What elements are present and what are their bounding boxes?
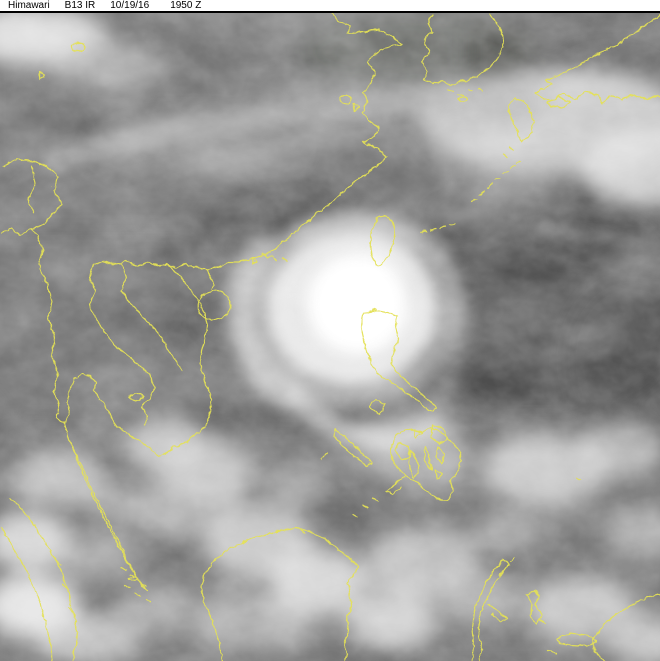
header-bar: Himawari B13 IR 10/19/16 1950 Z <box>0 0 660 13</box>
coastline-japan-honshu <box>533 13 660 103</box>
island-halmahera <box>525 588 546 624</box>
korea-south-islands <box>446 86 482 101</box>
island-luzon <box>359 308 437 411</box>
pearl-river-delta <box>250 251 287 264</box>
time-label: 1950 Z <box>170 0 202 11</box>
ryukyu-islands <box>418 159 521 232</box>
coastline-vietnam <box>62 262 211 457</box>
island-sulawesi <box>470 556 515 661</box>
malay-peninsula <box>62 421 148 591</box>
leizhou-peninsula <box>206 268 215 289</box>
island-hainan <box>196 289 231 320</box>
laos-thailand-border <box>119 261 183 371</box>
coastline-china <box>157 12 402 270</box>
coastline-sumatra <box>0 496 77 661</box>
singapore-riau-islands <box>119 565 151 601</box>
coastline-new-guinea <box>547 592 660 661</box>
tonle-sap-lake <box>127 392 143 401</box>
visayas-islands <box>393 423 447 479</box>
sulu-islands <box>351 496 378 517</box>
palau-island <box>574 476 581 480</box>
band-label: B13 IR <box>64 0 96 11</box>
coastline-korea <box>420 12 504 86</box>
laos-vietnam-border <box>87 259 159 425</box>
coastline-overlay <box>0 12 660 661</box>
island-shikoku <box>545 96 570 108</box>
island-palawan <box>319 427 372 466</box>
island-taiwan <box>368 214 394 265</box>
island-mindoro <box>369 397 385 415</box>
date-label: 10/19/16 <box>110 0 150 11</box>
india-myanmar-border <box>1 157 61 229</box>
satellite-name-label: Himawari <box>8 0 50 11</box>
coastline-borneo <box>199 526 359 661</box>
island-mindanao <box>384 426 463 501</box>
island-kyushu <box>501 96 534 157</box>
china-lakes <box>37 40 359 111</box>
myanmar-thailand-border <box>0 227 64 423</box>
